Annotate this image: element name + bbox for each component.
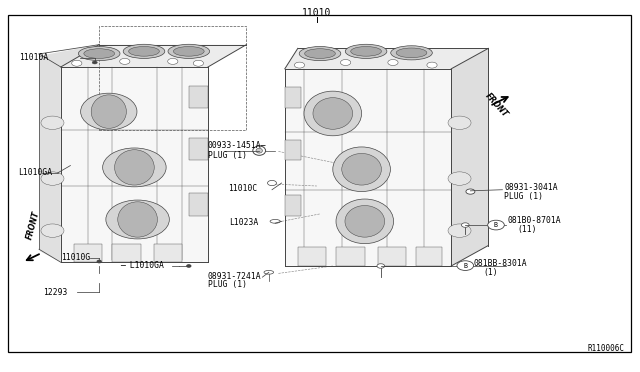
- Text: FRONT: FRONT: [25, 210, 42, 240]
- Polygon shape: [285, 48, 488, 69]
- Bar: [189, 193, 208, 216]
- Ellipse shape: [342, 153, 381, 185]
- Text: FRONT: FRONT: [483, 92, 510, 119]
- Text: B: B: [494, 222, 498, 228]
- Circle shape: [294, 62, 305, 68]
- Ellipse shape: [118, 202, 157, 237]
- Circle shape: [377, 264, 385, 268]
- Bar: [285, 140, 301, 160]
- Ellipse shape: [313, 98, 353, 129]
- Ellipse shape: [102, 148, 166, 187]
- Circle shape: [466, 189, 475, 194]
- Circle shape: [448, 224, 471, 237]
- Text: ─ L1010GA: ─ L1010GA: [120, 262, 164, 270]
- Text: L1010GA: L1010GA: [18, 169, 52, 177]
- Ellipse shape: [264, 270, 274, 274]
- Ellipse shape: [345, 205, 385, 237]
- Ellipse shape: [390, 46, 433, 60]
- Circle shape: [340, 60, 351, 65]
- Ellipse shape: [115, 150, 154, 185]
- Circle shape: [92, 61, 97, 64]
- Ellipse shape: [79, 46, 120, 61]
- Circle shape: [41, 116, 64, 129]
- Bar: [189, 86, 208, 108]
- Circle shape: [72, 60, 82, 66]
- Ellipse shape: [304, 91, 362, 136]
- Ellipse shape: [270, 219, 280, 223]
- Text: (11): (11): [517, 225, 536, 234]
- Circle shape: [120, 58, 130, 64]
- Text: 081B0-8701A: 081B0-8701A: [508, 217, 561, 225]
- Circle shape: [448, 172, 471, 185]
- Text: 11010A: 11010A: [19, 53, 49, 62]
- Circle shape: [268, 180, 276, 186]
- Text: 12293: 12293: [44, 288, 68, 296]
- Text: R110006C: R110006C: [587, 344, 624, 353]
- Bar: [154, 244, 182, 262]
- Circle shape: [461, 223, 469, 227]
- Circle shape: [488, 220, 504, 230]
- Ellipse shape: [123, 44, 165, 58]
- Text: 11010C: 11010C: [228, 185, 258, 193]
- Ellipse shape: [346, 44, 387, 58]
- Polygon shape: [61, 45, 246, 67]
- Circle shape: [41, 224, 64, 237]
- Ellipse shape: [305, 49, 335, 58]
- Ellipse shape: [106, 200, 170, 239]
- Ellipse shape: [168, 44, 210, 58]
- Circle shape: [448, 116, 471, 129]
- Circle shape: [457, 261, 474, 270]
- Ellipse shape: [333, 147, 390, 192]
- Circle shape: [388, 60, 398, 65]
- Text: PLUG (1): PLUG (1): [208, 151, 247, 160]
- Polygon shape: [451, 48, 488, 266]
- Circle shape: [193, 60, 204, 66]
- Text: PLUG (1): PLUG (1): [208, 280, 247, 289]
- Circle shape: [168, 58, 178, 64]
- Text: B: B: [463, 263, 467, 269]
- Text: L1023A: L1023A: [229, 218, 259, 227]
- Ellipse shape: [351, 46, 381, 56]
- Ellipse shape: [396, 48, 427, 58]
- Polygon shape: [61, 67, 208, 262]
- Bar: [298, 247, 326, 266]
- Bar: [189, 138, 208, 160]
- Bar: [74, 244, 102, 262]
- Text: PLUG (1): PLUG (1): [504, 192, 543, 201]
- Text: (1): (1): [483, 268, 498, 277]
- Text: 08931-3041A: 08931-3041A: [504, 183, 558, 192]
- Ellipse shape: [173, 46, 204, 56]
- Text: 11010G: 11010G: [61, 253, 90, 262]
- Bar: [112, 244, 141, 262]
- Circle shape: [41, 172, 64, 185]
- Ellipse shape: [253, 146, 266, 155]
- Circle shape: [187, 265, 191, 267]
- Ellipse shape: [300, 46, 341, 61]
- Ellipse shape: [129, 46, 159, 56]
- Bar: [416, 247, 442, 266]
- Text: 08931-7241A: 08931-7241A: [208, 272, 262, 280]
- Bar: [378, 247, 406, 266]
- Ellipse shape: [84, 49, 115, 58]
- Circle shape: [97, 260, 101, 263]
- Polygon shape: [285, 69, 451, 266]
- Polygon shape: [40, 45, 99, 262]
- Circle shape: [427, 62, 437, 68]
- Text: 11010: 11010: [302, 8, 332, 18]
- Ellipse shape: [256, 148, 262, 153]
- Bar: [285, 195, 301, 216]
- Ellipse shape: [81, 93, 137, 130]
- Text: 081BB-8301A: 081BB-8301A: [474, 259, 527, 267]
- Bar: [336, 247, 365, 266]
- Ellipse shape: [92, 95, 127, 128]
- Bar: [285, 87, 301, 108]
- Ellipse shape: [336, 199, 394, 244]
- Text: 00933-1451A─: 00933-1451A─: [208, 141, 266, 150]
